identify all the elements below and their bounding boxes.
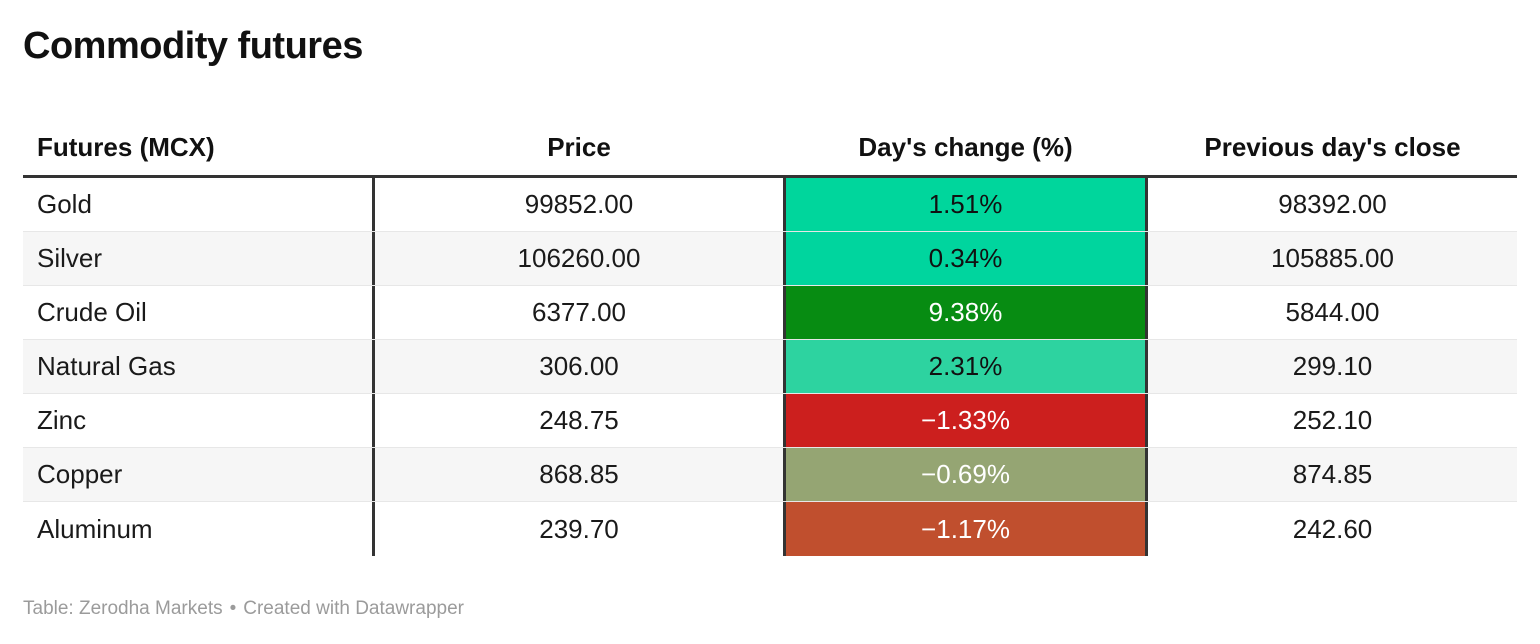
- datawrapper-credit-link[interactable]: Created with Datawrapper: [243, 598, 464, 619]
- table-header-row: Futures (MCX) Price Day's change (%) Pre…: [23, 120, 1517, 178]
- futures-name-cell: Natural Gas: [23, 340, 375, 393]
- futures-name-cell: Copper: [23, 448, 375, 501]
- prev-close-cell: 5844.00: [1285, 297, 1380, 327]
- table-row: Crude Oil 6377.00 9.38% 5844.00: [23, 286, 1517, 340]
- source-text: Table: Zerodha Markets: [23, 598, 223, 619]
- prev-close-cell: 105885.00: [1271, 243, 1394, 273]
- table-row: Silver 106260.00 0.34% 105885.00: [23, 232, 1517, 286]
- price-cell: 239.70: [539, 513, 619, 544]
- price-cell: 248.75: [539, 405, 619, 435]
- table-row: Gold 99852.00 1.51% 98392.00: [23, 178, 1517, 232]
- prev-close-cell: 874.85: [1292, 459, 1373, 489]
- column-header-price: Price: [547, 132, 611, 162]
- footer-separator: •: [229, 598, 237, 619]
- futures-name-cell: Aluminum: [23, 502, 375, 556]
- price-cell: 106260.00: [517, 243, 641, 273]
- column-header-prev-close: Previous day's close: [1204, 132, 1461, 162]
- futures-name-cell: Zinc: [23, 394, 375, 447]
- futures-name-cell: Crude Oil: [23, 286, 375, 339]
- days-change-cell: 1.51%: [783, 178, 1148, 231]
- column-header-days-change: Day's change (%): [858, 132, 1073, 162]
- futures-name-cell: Silver: [23, 232, 375, 285]
- table-row: Natural Gas 306.00 2.31% 299.10: [23, 340, 1517, 394]
- futures-name-cell: Gold: [23, 178, 375, 231]
- table-footer: Table: Zerodha Markets • Created with Da…: [23, 598, 1517, 620]
- futures-table: Futures (MCX) Price Day's change (%) Pre…: [23, 120, 1517, 556]
- price-cell: 306.00: [539, 351, 619, 381]
- prev-close-cell: 252.10: [1292, 405, 1373, 435]
- table-row: Zinc 248.75 −1.33% 252.10: [23, 394, 1517, 448]
- page-title: Commodity futures: [23, 25, 363, 67]
- table-body: Gold 99852.00 1.51% 98392.00 Silver 106260.00…: [23, 178, 1517, 556]
- price-cell: 6377.00: [532, 297, 626, 327]
- price-cell: 868.85: [539, 459, 619, 489]
- column-header-futures: Futures (MCX): [37, 132, 215, 162]
- commodity-futures-page: Commodity futures Futures (MCX) Price Da…: [23, 25, 1517, 620]
- days-change-cell: −1.17%: [783, 502, 1148, 556]
- days-change-cell: 2.31%: [783, 340, 1148, 393]
- days-change-cell: 9.38%: [783, 286, 1148, 339]
- prev-close-cell: 299.10: [1292, 351, 1373, 381]
- days-change-cell: −1.33%: [783, 394, 1148, 447]
- prev-close-cell: 98392.00: [1278, 189, 1387, 219]
- table-row: Aluminum 239.70 −1.17% 242.60: [23, 502, 1517, 556]
- days-change-cell: −0.69%: [783, 448, 1148, 501]
- table-row: Copper 868.85 −0.69% 874.85: [23, 448, 1517, 502]
- prev-close-cell: 242.60: [1292, 513, 1373, 544]
- price-cell: 99852.00: [524, 189, 634, 219]
- days-change-cell: 0.34%: [783, 232, 1148, 285]
